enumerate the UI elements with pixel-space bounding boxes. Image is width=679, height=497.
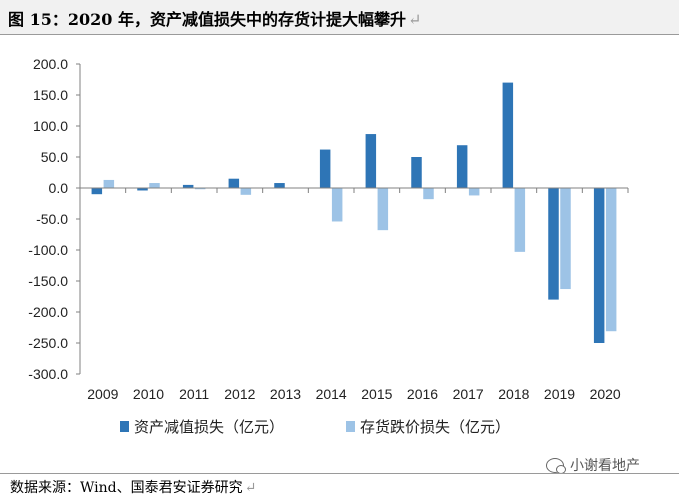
figure-title: 图 15：2020 年，资产减值损失中的存货计提大幅攀升 ↵ xyxy=(8,6,421,30)
source-note: 数据来源：Wind、国泰君安证券研究 ↵ xyxy=(10,477,256,497)
y-tick-label: -300.0 xyxy=(28,366,68,382)
legend-swatch-1 xyxy=(120,421,129,432)
bar-series-2 xyxy=(149,183,160,188)
figure-title-bar: 图 15：2020 年，资产减值损失中的存货计提大幅攀升 ↵ xyxy=(0,0,679,35)
bar-series-1 xyxy=(548,188,559,300)
x-tick-label: 2011 xyxy=(179,386,209,402)
bar-series-1 xyxy=(91,188,103,195)
source-text: 数据来源：Wind、国泰君安证券研究 xyxy=(10,480,243,496)
bar-series-1 xyxy=(456,145,468,188)
watermark-text: 小谢看地产 xyxy=(570,458,640,474)
y-tick-label: -200.0 xyxy=(28,304,68,320)
bar-series-1 xyxy=(274,183,285,188)
legend-label-1: 资产减值损失（亿元） xyxy=(134,418,284,436)
watermark: 小谢看地产 xyxy=(546,455,640,475)
bar-series-2 xyxy=(423,188,434,200)
x-tick-label: 2016 xyxy=(407,386,438,402)
bar-series-2 xyxy=(514,188,526,252)
bar-series-1 xyxy=(319,149,331,188)
y-tick-label: -100.0 xyxy=(28,242,68,258)
x-tick-label: 2010 xyxy=(133,386,164,402)
y-tick-label: -150.0 xyxy=(28,273,68,289)
y-tick-label: 0.0 xyxy=(49,180,69,196)
x-tick-label: 2009 xyxy=(87,386,118,402)
figure-title-text: 图 15：2020 年，资产减值损失中的存货计提大幅攀升 xyxy=(8,10,406,29)
bar-series-2 xyxy=(194,188,206,190)
x-tick-label: 2012 xyxy=(224,386,255,402)
source-return-mark: ↵ xyxy=(244,480,257,496)
x-tick-label: 2017 xyxy=(453,386,484,402)
y-tick-label: 100.0 xyxy=(33,118,68,134)
bar-series-2 xyxy=(331,188,343,222)
bar-series-2 xyxy=(103,179,115,188)
x-tick-label: 2020 xyxy=(590,386,621,402)
bar-chart: 200.0 150.0 100.0 50.0 0.0 -50.0 -100.0 -150.0 -… xyxy=(28,56,629,436)
bar-series-1 xyxy=(365,134,377,188)
bar-series-2 xyxy=(560,188,571,290)
bar-series-2 xyxy=(605,188,617,332)
bar-series-2 xyxy=(377,188,389,231)
y-tick-label: 150.0 xyxy=(33,87,68,103)
bar-series-2 xyxy=(468,188,480,196)
y-tick-label: 50.0 xyxy=(41,149,68,165)
x-tick-label: 2018 xyxy=(498,386,529,402)
y-tick-label: -50.0 xyxy=(36,211,68,227)
x-tick-label: 2019 xyxy=(544,386,575,402)
x-tick-label: 2014 xyxy=(316,386,347,402)
bar-series-1 xyxy=(228,178,240,188)
x-tick-label: 2013 xyxy=(270,386,301,402)
y-tick-label: -250.0 xyxy=(28,335,68,351)
bar-series-1 xyxy=(411,157,422,188)
legend-swatch-2 xyxy=(346,421,355,432)
wechat-icon xyxy=(546,457,566,474)
bar-series-1 xyxy=(182,184,194,188)
x-tick-label: 2015 xyxy=(361,386,392,402)
footer-divider xyxy=(0,473,679,474)
legend-label-2: 存货跌价损失（亿元） xyxy=(360,418,510,436)
bar-series-1 xyxy=(593,188,605,343)
bar-series-1 xyxy=(137,188,148,191)
bar-series-1 xyxy=(502,82,514,188)
return-mark: ↵ xyxy=(407,10,422,29)
bar-series-2 xyxy=(240,188,252,195)
y-tick-label: 200.0 xyxy=(33,56,68,72)
